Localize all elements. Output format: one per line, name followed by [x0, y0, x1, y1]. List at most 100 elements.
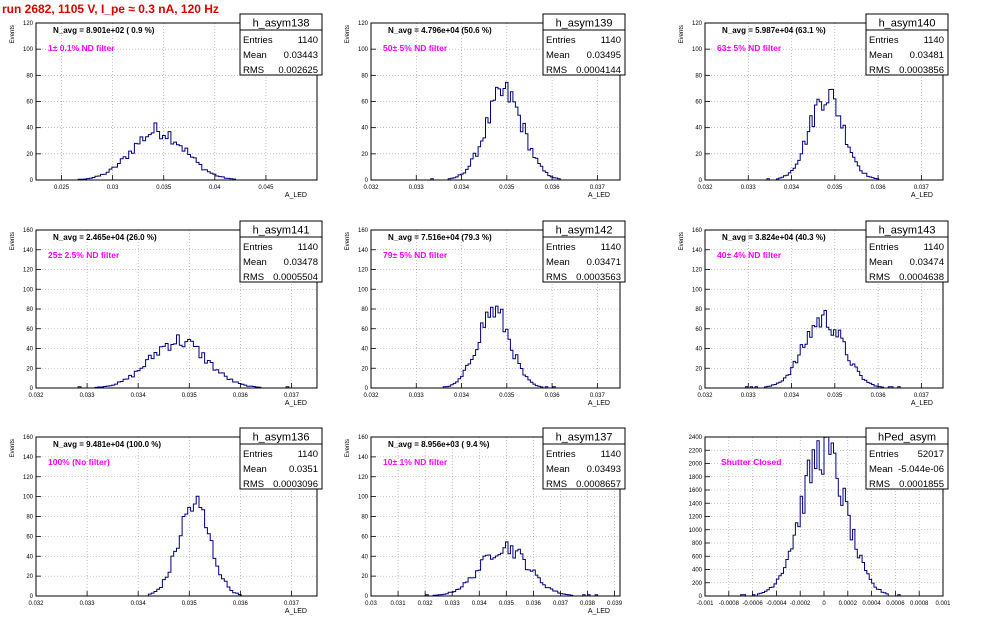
stats-key: RMS [546, 272, 567, 283]
histogram-pad-h_asym143: 0.032 0.033 0.034 0.035 0.036 0.037 0 20 40 60 80 1… [679, 220, 949, 407]
x-tick-label: 0.035 [827, 393, 843, 399]
y-tick-label: 2200 [689, 448, 703, 454]
stats-key: Mean [243, 50, 267, 61]
y-tick-label: 100 [358, 47, 369, 53]
x-tick-label: 0.033 [741, 393, 757, 399]
x-tick-label: -0.001 [696, 601, 714, 607]
y-tick-label: 0 [30, 386, 34, 392]
stats-key: Entries [243, 35, 273, 46]
stats-key: Entries [869, 242, 899, 253]
y-tick-label: 40 [695, 347, 702, 353]
x-tick-label: 0.032 [28, 393, 44, 399]
y-tick-label: 100 [23, 287, 34, 293]
y-tick-label: 60 [26, 534, 33, 540]
x-tick-label: 0.036 [871, 393, 887, 399]
histogram-pad-h_asym141: 0.032 0.033 0.034 0.035 0.036 0.037 0 20 40 60 80 1… [10, 220, 323, 407]
y-tick-label: 200 [692, 581, 703, 587]
x-tick-label: 0.0008 [910, 601, 929, 607]
x-tick-label: 0.033 [741, 185, 757, 191]
x-tick-label: 0.034 [454, 185, 470, 191]
filter-label: 63± 5% ND filter [717, 43, 782, 53]
x-tick-label: 0.033 [409, 393, 425, 399]
y-tick-label: 100 [692, 287, 703, 293]
x-tick-label: 0.035 [499, 601, 515, 607]
x-tick-label: 0.025 [54, 185, 70, 191]
x-tick-label: 0.031 [391, 601, 407, 607]
x-tick-label: 0.034 [454, 393, 470, 399]
x-tick-label: 0.036 [526, 601, 542, 607]
canvas-title: run 2682, 1105 V, I_pe ≈ 0.3 nA, 120 Hz [2, 2, 219, 16]
x-tick-label: 0.04 [209, 185, 221, 191]
x-tick-label: 0.036 [871, 185, 887, 191]
y-tick-label: 60 [26, 100, 33, 106]
x-axis-title: A_LED [588, 400, 610, 407]
stats-histogram-name: h_asym136 [253, 432, 310, 444]
stats-key: Entries [869, 35, 899, 46]
y-tick-label: 80 [361, 307, 368, 313]
y-tick-label: 0 [699, 386, 703, 392]
stats-key: Entries [243, 242, 273, 253]
stats-key: Mean [546, 50, 570, 61]
y-axis-title: Events [10, 232, 16, 250]
filter-label: 10± 1% ND filter [383, 457, 448, 467]
stats-key: Mean [243, 257, 267, 268]
stats-value: 0.03471 [587, 257, 621, 268]
y-tick-label: 160 [358, 435, 369, 441]
stats-value: 1140 [924, 35, 944, 46]
y-tick-label: 40 [26, 554, 33, 560]
y-tick-label: 80 [26, 73, 33, 79]
x-tick-label: 0.034 [784, 185, 800, 191]
y-tick-label: 160 [692, 228, 703, 234]
y-tick-label: 1000 [689, 528, 703, 534]
filter-label: 50± 5% ND filter [383, 43, 448, 53]
stats-value: 0.0003856 [899, 65, 944, 76]
x-tick-label: 0.001 [935, 601, 951, 607]
x-tick-label: 0.037 [590, 185, 606, 191]
filter-label: 79± 5% ND filter [383, 250, 448, 260]
x-tick-label: 0.036 [545, 185, 561, 191]
y-tick-label: 2400 [689, 435, 703, 441]
navg-label: N_avg = 8.901e+02 ( 0.9 %) [53, 26, 155, 35]
y-tick-label: 20 [26, 366, 33, 372]
y-tick-label: 40 [361, 347, 368, 353]
filter-label: 1± 0.1% ND filter [48, 43, 115, 53]
y-tick-label: 120 [23, 268, 34, 274]
stats-key: RMS [869, 272, 890, 283]
y-axis-title: Events [679, 25, 685, 43]
stats-value: 1140 [601, 449, 621, 460]
x-axis-title: A_LED [588, 608, 610, 615]
stats-key: RMS [546, 65, 567, 76]
x-tick-label: 0.035 [499, 393, 515, 399]
stats-key: Mean [869, 257, 893, 268]
x-tick-label: 0.037 [284, 601, 300, 607]
stats-value: 52017 [918, 449, 944, 460]
y-tick-label: 100 [23, 47, 34, 53]
x-tick-label: 0.0004 [862, 601, 881, 607]
stats-box [542, 236, 626, 283]
stats-value: 0.0003563 [576, 272, 621, 283]
stats-value: 1140 [924, 242, 944, 253]
y-tick-label: 40 [26, 347, 33, 353]
x-tick-label: 0.033 [80, 601, 96, 607]
stats-value: 0.03481 [910, 50, 944, 61]
stats-box [239, 29, 323, 76]
y-tick-label: 140 [23, 248, 34, 254]
y-tick-label: 100 [23, 495, 34, 501]
x-axis-title: A_LED [285, 608, 307, 615]
x-tick-label: 0.045 [258, 185, 274, 191]
x-axis-title: A_LED [285, 400, 307, 407]
x-tick-label: 0.035 [182, 393, 198, 399]
stats-value: 0.0351 [289, 464, 318, 475]
stats-value: 0.0008657 [576, 479, 621, 490]
x-tick-label: 0.0006 [886, 601, 905, 607]
stats-key: Mean [243, 464, 267, 475]
x-tick-label: 0.039 [607, 601, 623, 607]
y-tick-label: 60 [26, 327, 33, 333]
navg-label: N_avg = 7.516e+04 (79.3 %) [388, 233, 492, 242]
x-tick-label: 0.033 [409, 185, 425, 191]
x-axis-title: A_LED [588, 192, 610, 199]
x-axis-title: A_LED [911, 192, 933, 199]
stats-value: 0.03443 [284, 50, 318, 61]
histogram-line [371, 81, 620, 181]
stats-key: Mean [869, 50, 893, 61]
